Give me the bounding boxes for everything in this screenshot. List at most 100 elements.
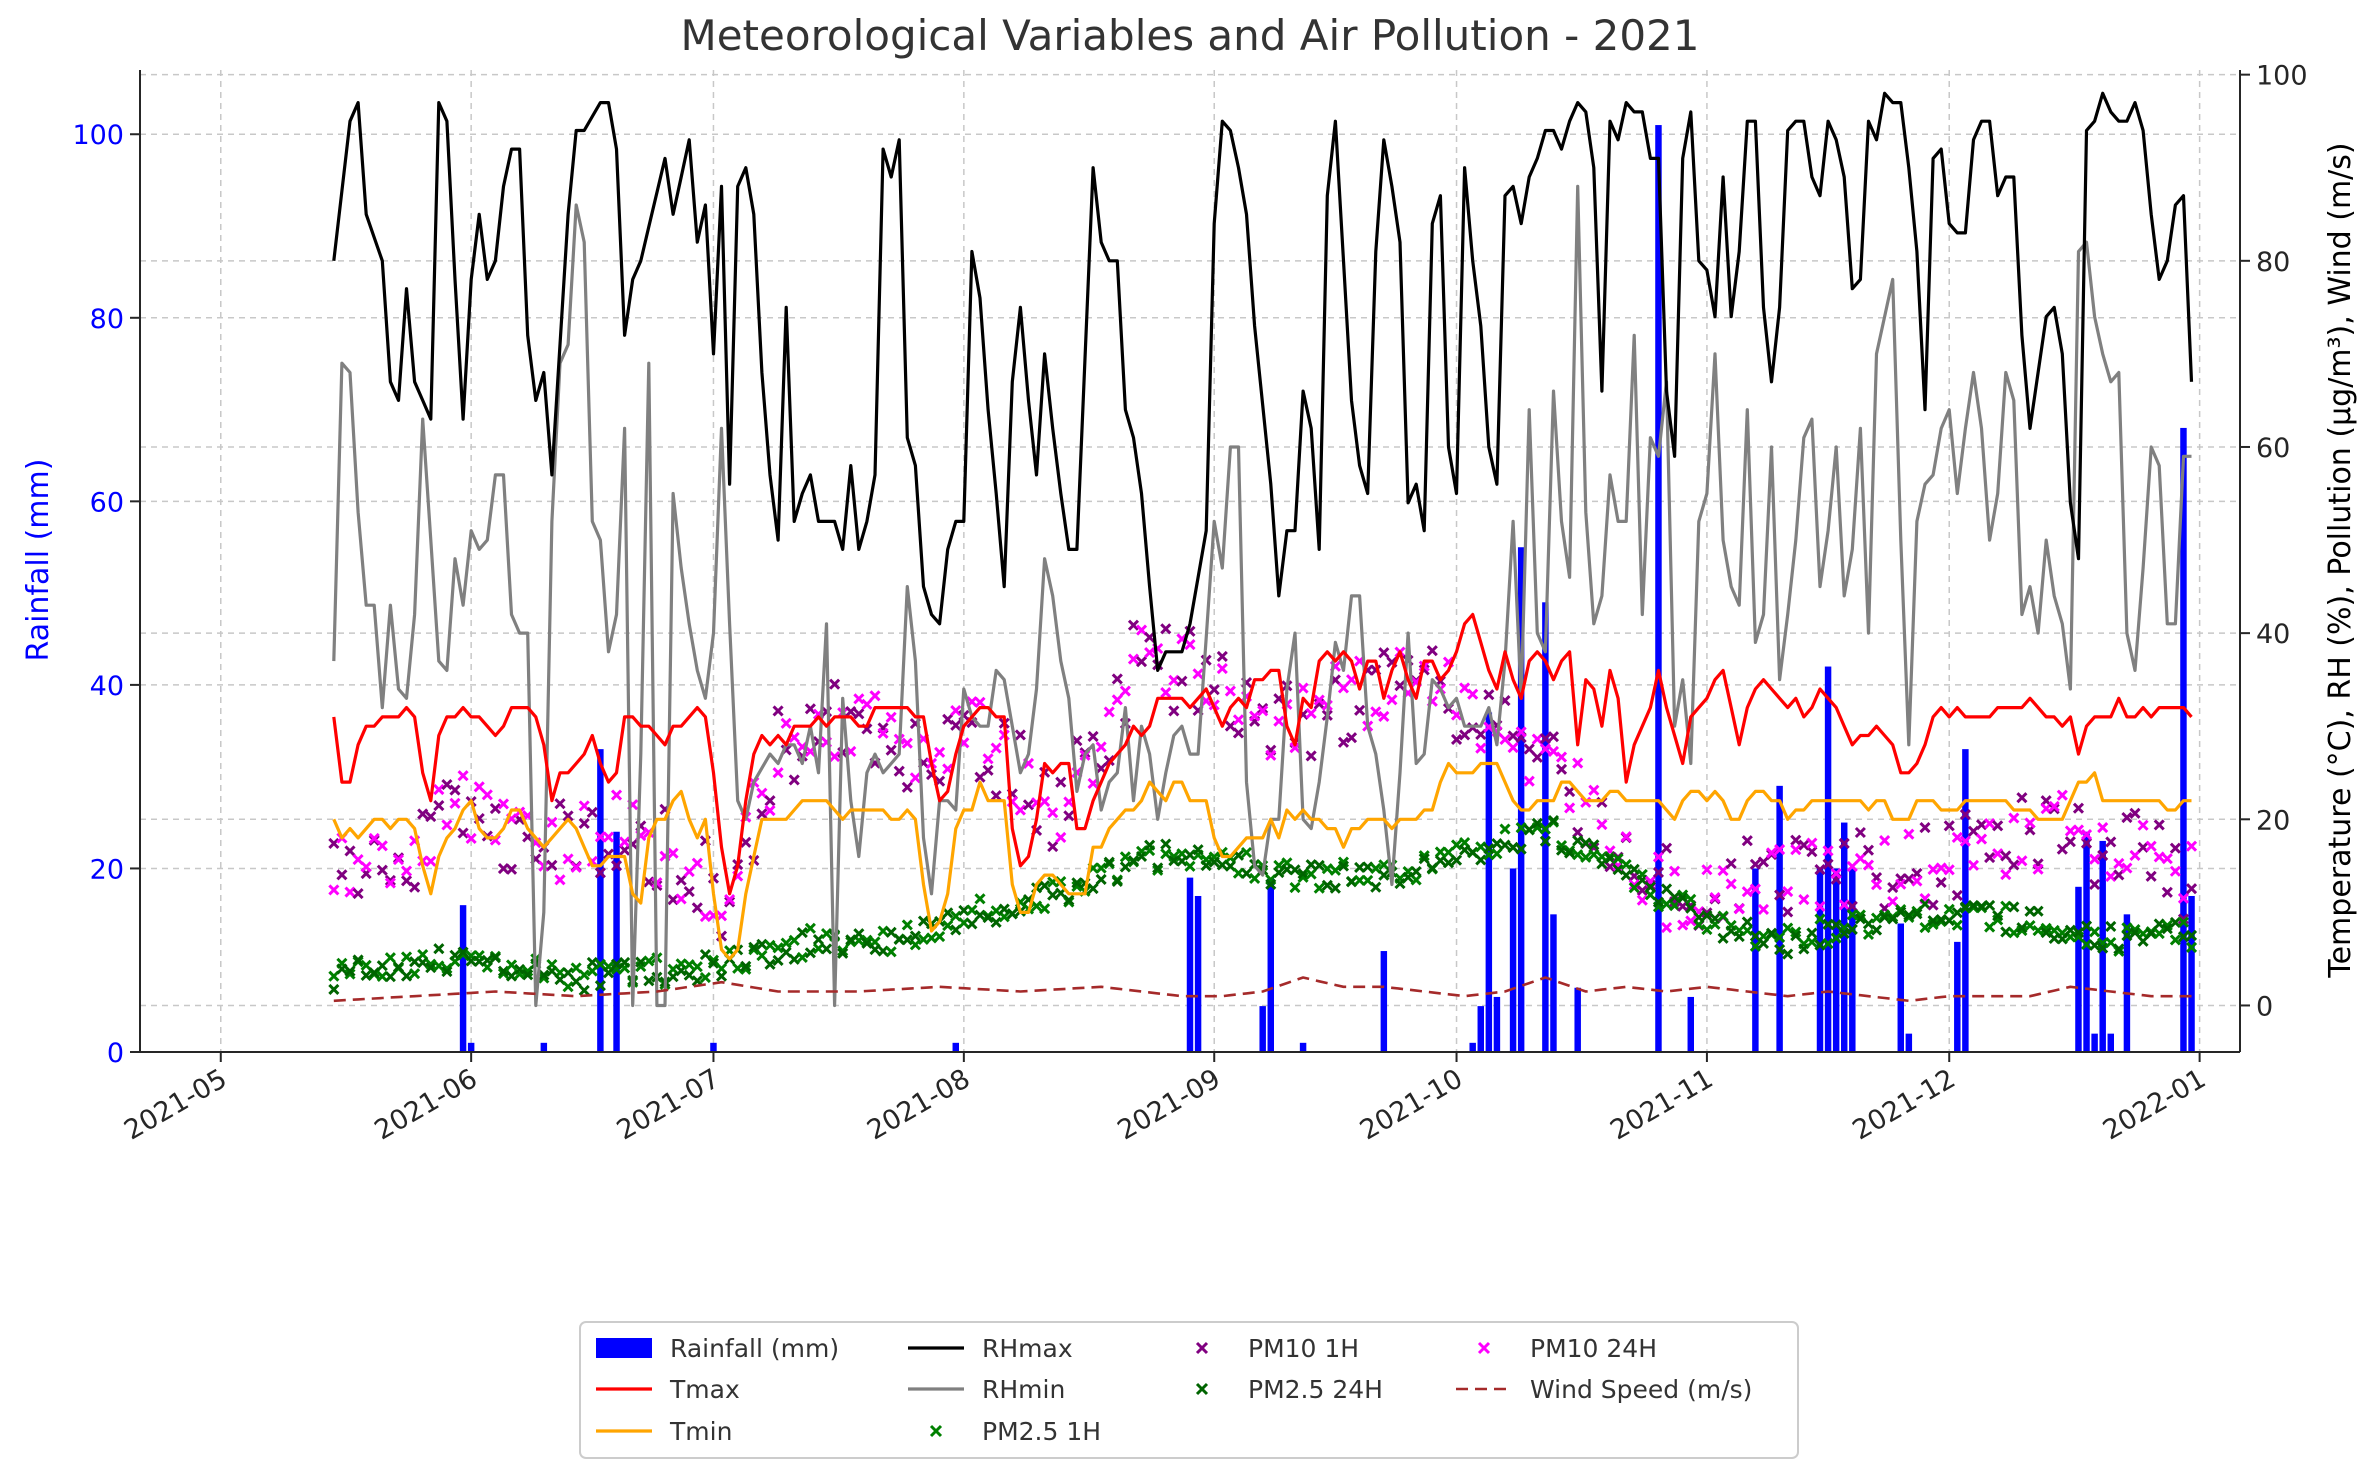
pm25-1h-marker: [707, 954, 720, 966]
pm10-1h-marker: [1459, 729, 1471, 741]
pm25-24h-marker: [1410, 865, 1422, 878]
rainfall-bar: [1752, 868, 1759, 1052]
pm25-1h-marker: [820, 927, 833, 940]
right-tick-label: 60: [2256, 433, 2290, 464]
pm10-24h-marker: [772, 767, 784, 779]
pm25-24h-marker: [392, 961, 405, 973]
pm25-24h-marker: [2185, 929, 2198, 941]
pm25-24h-marker: [2113, 943, 2125, 955]
pm10-1h-marker: [1450, 733, 1463, 745]
pm25-24h-marker: [1652, 896, 1665, 908]
pm10-1h-marker: [1814, 863, 1826, 876]
line-rhmin: [332, 184, 2192, 1008]
pm25-1h-marker: [2161, 919, 2173, 931]
pm25-24h-marker: [2089, 939, 2101, 951]
axes: [139, 70, 2241, 1053]
pm10-24h-marker: [1572, 757, 1584, 769]
rainfall-bar: [1509, 868, 1517, 1052]
pm25-24h-marker: [1224, 860, 1236, 872]
pm25-1h-marker: [1249, 872, 1261, 884]
pm10-1h-marker: [1111, 673, 1123, 685]
pm10-24h-marker: [2137, 819, 2149, 831]
rainfall-bar: [2107, 1033, 2114, 1052]
pm25-1h-marker: [1515, 822, 1527, 834]
rainfall-bar: [2091, 1033, 2098, 1052]
pm10-24h-marker: [901, 737, 913, 749]
pm10-24h-marker: [1636, 894, 1648, 906]
pm10-24h-marker: [1160, 686, 1172, 699]
pm25-24h-marker: [1919, 898, 1931, 910]
rainfall-bar: [1493, 996, 1501, 1052]
pm10-24h-marker: [1838, 899, 1850, 911]
pm25-1h-marker: [1612, 853, 1624, 865]
pm25-24h-marker: [1782, 948, 1794, 960]
pm25-1h-marker: [2185, 941, 2198, 954]
pm10-1h-marker: [1475, 728, 1487, 741]
pm10-24h-marker: [1660, 921, 1673, 934]
rainfall-bar: [1485, 712, 1493, 1052]
legend-item: RHmin: [908, 1375, 1065, 1404]
pm25-1h-marker: [360, 959, 372, 971]
pm10-24h-marker: [1055, 831, 1067, 844]
pm10-1h-marker: [328, 837, 340, 850]
pm10-1h-marker: [1935, 876, 1947, 888]
pm10-1h-marker: [1354, 704, 1366, 716]
pm25-24h-marker: [1450, 854, 1463, 866]
rainfall-bar: [1832, 868, 1840, 1052]
legend-label: Tmax: [669, 1375, 740, 1404]
pm10-1h-marker: [2185, 883, 2198, 895]
pm10-24h-marker: [400, 865, 413, 877]
pm25-24h-marker: [1127, 855, 1140, 867]
pm10-1h-marker: [804, 703, 816, 715]
pm25-24h-marker: [1887, 913, 1899, 925]
pm25-1h-marker: [522, 965, 534, 977]
pm10-1h-marker: [1701, 907, 1713, 919]
pm10-24h-marker: [2072, 824, 2085, 836]
pm10-1h-marker: [1523, 743, 1535, 755]
pm10-24h-marker: [570, 861, 582, 873]
pm10-1h-marker: [1951, 889, 1963, 901]
pm10-1h-marker: [2089, 878, 2101, 890]
pm25-24h-marker: [1491, 838, 1503, 850]
pm10-24h-marker: [885, 711, 897, 723]
pm25-24h-marker: [2105, 920, 2117, 932]
pm25-24h-marker: [1531, 817, 1543, 829]
pm25-24h-marker: [715, 970, 728, 982]
pm25-1h-marker: [570, 962, 582, 974]
rainfall-bar: [1687, 996, 1694, 1052]
pm25-24h-marker: [1329, 882, 1341, 894]
pm25-24h-marker: [1628, 863, 1640, 875]
pm10-1h-marker: [950, 719, 962, 731]
pm25-24h-marker: [1475, 854, 1487, 866]
pm25-24h-marker: [1693, 911, 1705, 923]
pm25-24h-marker: [748, 941, 760, 953]
pm25-1h-marker: [917, 933, 930, 945]
pm25-1h-marker: [1774, 931, 1786, 944]
pm10-24h-marker: [1967, 859, 1980, 871]
pm25-1h-marker: [974, 893, 986, 905]
pm10-24h-marker: [877, 727, 889, 739]
pm10-1h-marker: [449, 784, 461, 796]
pm10-1h-marker: [2105, 836, 2117, 848]
legend-label: PM2.5 24H: [1248, 1375, 1383, 1404]
pm10-24h-marker: [1984, 818, 1996, 830]
pm10-24h-marker: [2016, 855, 2028, 867]
pm10-24h-marker: [1806, 837, 1818, 849]
pm10-24h-marker: [1111, 694, 1123, 706]
pm10-1h-marker: [1055, 776, 1067, 788]
pm10-24h-marker: [1305, 707, 1317, 719]
pm10-24h-marker: [1814, 900, 1826, 912]
pm25-1h-marker: [1313, 882, 1325, 894]
pm25-24h-marker: [1103, 856, 1115, 868]
pm25-1h-marker: [1943, 903, 1955, 915]
pm10-24h-marker: [1733, 903, 1745, 915]
pm10-1h-marker: [1507, 730, 1519, 742]
pm10-1h-marker: [2016, 792, 2028, 804]
legend-frame: [579, 1321, 1799, 1459]
pm10-1h-marker: [586, 806, 598, 818]
pm10-1h-marker: [1604, 861, 1616, 873]
pm25-1h-marker: [966, 904, 978, 916]
pm10-1h-marker: [756, 808, 768, 820]
legend-label: RHmax: [982, 1334, 1073, 1363]
rainfall-bar: [1517, 547, 1525, 1052]
